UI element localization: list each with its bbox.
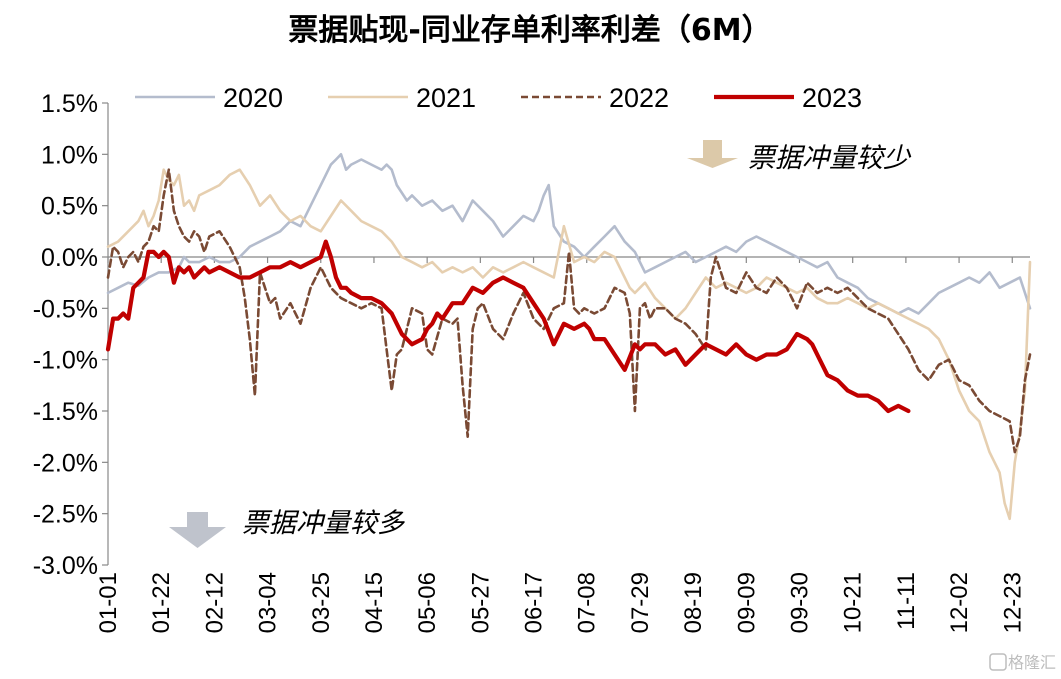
y-tick-label: -1.0% [33,347,98,375]
legend-label-2022: 2022 [609,83,669,113]
x-tick-label: 04-15 [361,572,388,633]
svg-text:格隆汇: 格隆汇 [1008,653,1056,672]
arrow-down-icon [169,512,226,548]
legend-label-2023: 2023 [802,83,862,113]
legend-label-2021: 2021 [416,83,476,113]
annotation-down-text: 票据冲量较多 [242,508,406,539]
y-tick-label: -2.5% [33,501,98,529]
annotation-down: 票据冲量较多 [169,508,406,548]
x-tick-label: 11-11 [893,572,920,630]
x-tick-label: 05-27 [467,572,494,633]
watermark-logo: 格隆汇 [989,653,1056,672]
x-tick-label: 10-21 [840,572,867,633]
x-tick-label: 09-30 [787,572,814,633]
x-tick-label: 08-19 [680,572,707,633]
x-tick-label: 07-29 [627,572,654,633]
y-tick-label: -3.0% [33,552,98,580]
y-tick-label: 1.5% [41,90,98,118]
x-axis: 01-01 01-22 02-12 03-04 03-25 04-15 05-06 05-27… [95,256,1030,633]
arrow-up-icon [687,140,738,168]
legend: 2020 2021 2022 2023 [135,83,862,113]
x-tick-label: 02-12 [201,572,228,633]
x-tick-label: 06-17 [521,572,548,633]
series-line-2020 [106,153,1032,315]
y-tick-label: -2.0% [33,449,98,477]
x-tick-label: 05-06 [414,572,441,633]
y-tick-label: -0.5% [33,295,98,323]
annotation-up: 票据冲量较少 [687,140,912,174]
x-tick-label: 01-01 [95,572,122,633]
y-tick-label: 0.0% [41,244,98,272]
x-tick-label: 07-08 [574,572,601,633]
x-tick-label: 01-22 [148,572,175,633]
series-line-2021 [106,168,1032,521]
series-line-2023 [105,239,911,414]
x-tick-label: 12-23 [999,572,1026,633]
x-tick-label: 12-02 [946,572,973,633]
y-axis: 1.5% 1.0% 0.5% 0.0% -0.5% -1.0% -1.5% -2.0% -2.5… [33,90,109,580]
y-tick-label: -1.5% [33,398,98,426]
legend-label-2020: 2020 [223,83,283,113]
chart-title: 票据贴现-同业存单利率利差（6M） [288,13,771,48]
annotation-up-text: 票据冲量较少 [748,143,912,174]
x-tick-label: 09-09 [733,572,760,633]
series-line-2022 [106,168,1032,454]
series-layer [105,153,1032,521]
x-tick-label: 03-04 [255,572,282,633]
y-tick-label: 1.0% [41,141,98,169]
x-tick-label: 03-25 [308,572,335,633]
y-tick-label: 0.5% [41,193,98,221]
